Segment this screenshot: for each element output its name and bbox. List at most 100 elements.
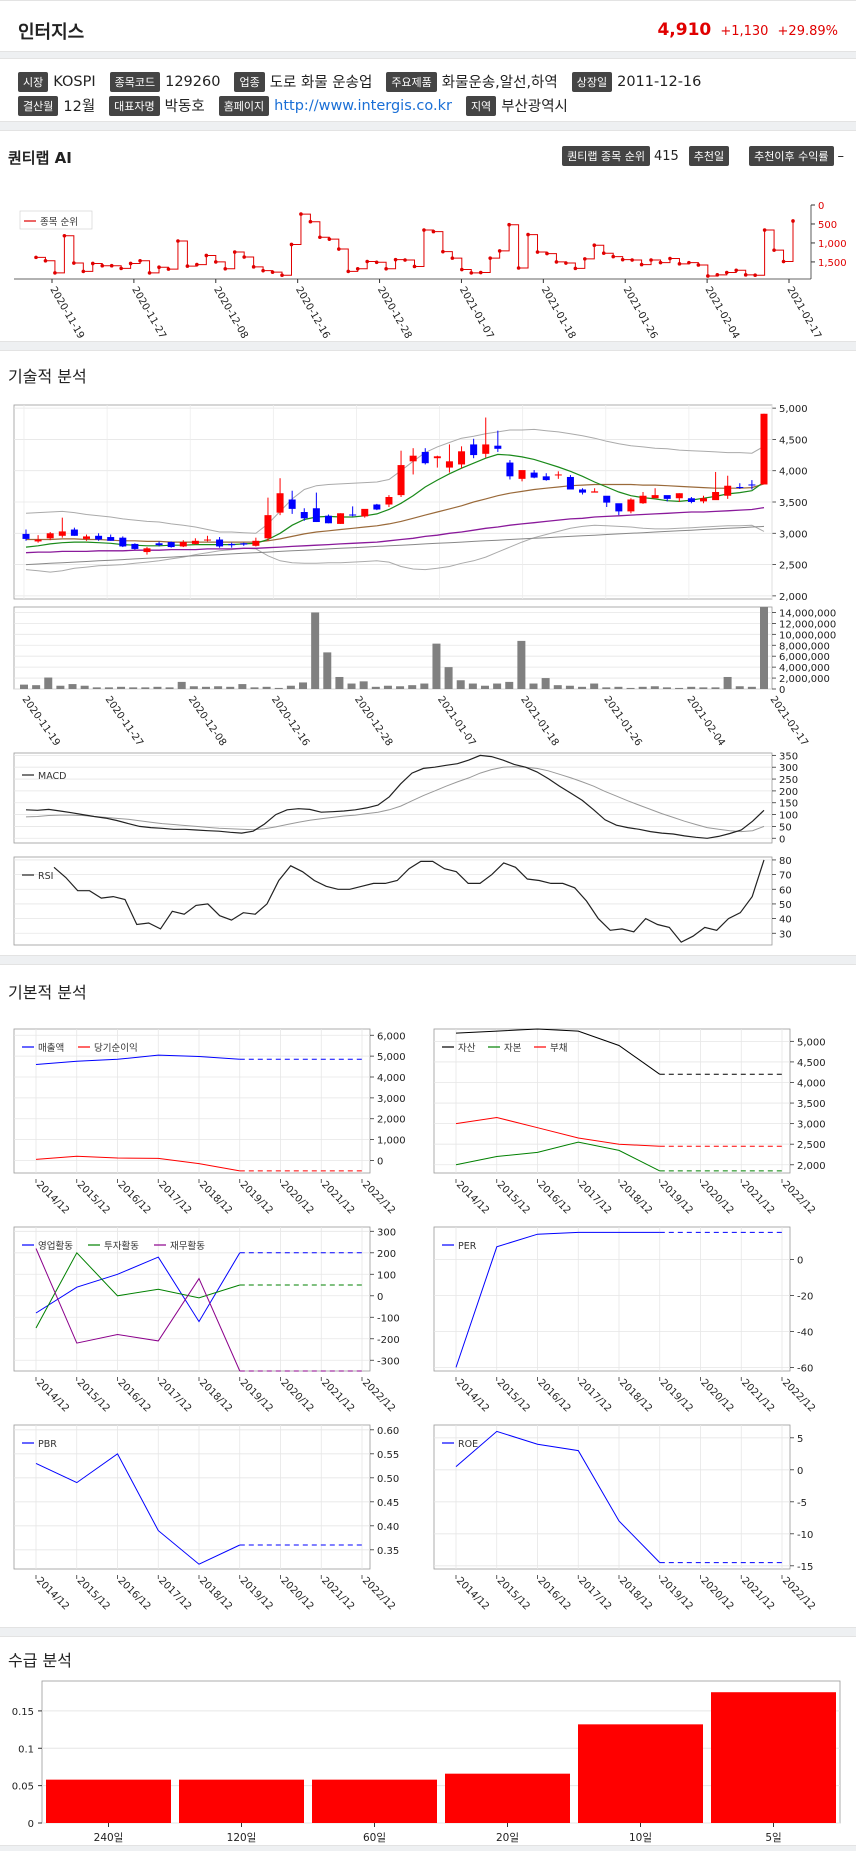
candle-body	[337, 513, 345, 524]
market-value: KOSPI	[53, 73, 96, 90]
x-tick-label: 2019/12	[238, 1575, 275, 1611]
rank-point	[715, 273, 720, 277]
market-tag: 시장	[18, 71, 49, 92]
rank-point	[724, 270, 729, 275]
supply-bar	[46, 1779, 171, 1823]
assets-chart: 2,000 2,500 3,000 3,500 4,000 4,500 5,000 2014/…	[433, 1028, 826, 1215]
candle-body	[566, 476, 574, 490]
candle-body	[433, 456, 441, 459]
rank-point	[374, 260, 379, 265]
y-tick-label: 0	[779, 834, 785, 845]
y-tick-label: 2,000	[377, 1115, 406, 1126]
candle-body	[264, 515, 272, 539]
rank-point	[611, 254, 616, 259]
volume-bar	[32, 685, 41, 689]
x-tick-label: 2015/12	[75, 1575, 112, 1611]
y-tick-label: 10,000,000	[779, 630, 836, 641]
rank-point	[365, 259, 369, 264]
candle-body	[131, 543, 139, 549]
x-tick-label: 240일	[94, 1831, 124, 1844]
rank-point	[393, 257, 398, 262]
x-tick-label: 2014/12	[454, 1377, 491, 1413]
x-tick-label: 2021-02-04	[684, 694, 726, 748]
x-tick-label: 2021-01-07	[457, 285, 496, 341]
rank-point	[431, 229, 436, 234]
y-tick-label: 8,000,000	[779, 641, 830, 652]
bollinger-upper	[25, 428, 765, 534]
supply-section: 수급 분석 0 0.05 0.1 0.15 240일 120일 60일 20일 10일 5일	[0, 1636, 856, 1846]
x-tick-label: 2018/12	[197, 1179, 234, 1215]
x-tick-label: 2020-11-19	[47, 285, 86, 341]
y-tick-label: 0.1	[18, 1744, 34, 1755]
x-tick-label: 2021/12	[739, 1377, 776, 1413]
macd-signal-line	[25, 766, 765, 833]
candle-body	[627, 499, 635, 512]
legend-label: 당기순이익	[94, 1042, 138, 1054]
legend-label: PBR	[38, 1439, 57, 1450]
y-tick-label: -5	[797, 1498, 807, 1509]
x-tick-label: 2017/12	[156, 1575, 193, 1611]
rank-point	[403, 258, 407, 262]
volume-bar	[129, 687, 138, 689]
rank-point	[781, 259, 786, 264]
rank-point	[270, 270, 275, 274]
x-tick-label: 20일	[496, 1831, 519, 1844]
legend-label: MACD	[38, 771, 66, 782]
stock-info: 시장 KOSPI 종목코드 129260 업종 도로 화물 운송업 주요제품 화물운송,…	[0, 58, 856, 122]
rank-point	[791, 219, 795, 223]
candle-body	[615, 503, 623, 512]
candle-body	[458, 451, 466, 465]
x-tick-label: 2017/12	[156, 1179, 193, 1215]
rank-point	[176, 239, 180, 243]
supply-title: 수급 분석	[8, 1651, 72, 1670]
volume-bar	[286, 685, 295, 689]
volume-bar	[480, 685, 489, 689]
rank-point	[261, 268, 265, 273]
rank-point	[195, 262, 199, 267]
y-tick-label: 3,500	[779, 498, 808, 509]
volume-bar	[614, 686, 623, 689]
x-tick-label: 2021/12	[739, 1575, 776, 1611]
y-tick-label: -300	[377, 1356, 400, 1367]
candle-body	[324, 515, 332, 524]
candle-body	[349, 514, 357, 516]
volume-bar	[711, 687, 720, 689]
x-tick-label: 2016/12	[115, 1179, 152, 1215]
code-tag: 종목코드	[109, 71, 161, 92]
y-tick-label: 30	[779, 929, 792, 940]
industry-tag: 업종	[234, 71, 265, 92]
y-tick-label: 14,000,000	[779, 608, 836, 619]
y-tick-label: 0.40	[377, 1522, 399, 1533]
series-line	[35, 1054, 240, 1065]
x-tick-label: 2016/12	[535, 1575, 572, 1611]
y-tick-label: 0.55	[377, 1450, 399, 1461]
y-tick-label: 0.15	[12, 1707, 34, 1718]
macd-line	[25, 754, 765, 839]
x-tick-label: 2021/12	[319, 1377, 356, 1413]
rank-point	[497, 249, 502, 253]
rank-point	[138, 258, 142, 263]
series-line	[455, 1231, 660, 1368]
plot-area	[13, 606, 773, 690]
x-tick-label: 2014/12	[34, 1575, 71, 1611]
supply-bar	[445, 1773, 570, 1823]
y-tick-label: -100	[377, 1313, 400, 1324]
x-tick-label: 2019/12	[658, 1575, 695, 1611]
rank-point	[81, 269, 86, 274]
x-tick-label: 2014/12	[454, 1179, 491, 1215]
y-tick-label: 0.50	[377, 1474, 399, 1485]
rank-point	[469, 271, 474, 275]
homepage-link[interactable]: http://www.intergis.co.kr	[274, 97, 452, 114]
rank-point	[488, 256, 493, 260]
listing-date-value: 2011-12-16	[617, 73, 702, 90]
x-tick-label: 2015/12	[495, 1575, 532, 1611]
volume-bar	[20, 684, 28, 689]
x-tick-label: 2018/12	[617, 1179, 654, 1215]
x-tick-label: 2020/12	[698, 1377, 735, 1413]
candle-body	[82, 536, 90, 539]
x-tick-label: 2021-02-17	[768, 694, 810, 748]
candle-body	[191, 540, 199, 544]
x-tick-label: 2022/12	[360, 1575, 397, 1611]
